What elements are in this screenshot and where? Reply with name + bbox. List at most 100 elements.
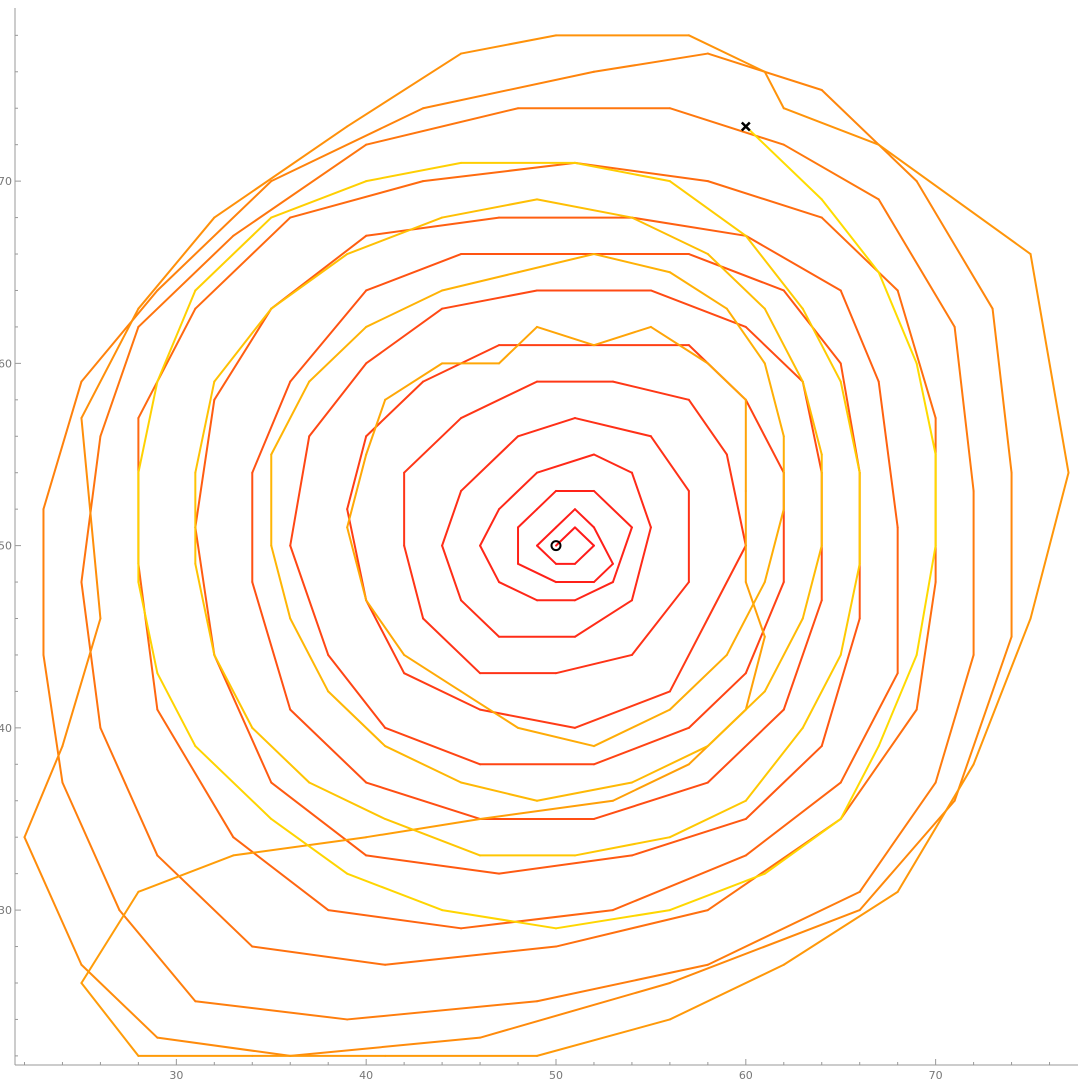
- path-segment: [877, 653, 918, 748]
- x-tick-label: 60: [739, 1069, 753, 1082]
- path-segment: [251, 945, 387, 966]
- path-segment: [346, 1000, 539, 1021]
- path-segment: [782, 890, 899, 966]
- path-segment: [611, 854, 747, 912]
- path-segment: [801, 307, 842, 383]
- path-segment: [270, 180, 368, 219]
- path-segment: [23, 836, 83, 966]
- path-segment: [877, 198, 956, 328]
- path-segment: [61, 781, 121, 912]
- path-segment: [668, 653, 728, 711]
- path-segment: [479, 981, 671, 1039]
- path-segment: [915, 362, 937, 456]
- path-segment: [80, 890, 140, 984]
- path-segment: [365, 107, 520, 146]
- path-segment: [744, 581, 785, 675]
- path-segment: [744, 781, 842, 857]
- path-segment: [80, 963, 159, 1039]
- path-segment: [403, 417, 463, 474]
- path-segment: [744, 234, 804, 310]
- y-tick-label: 70: [0, 175, 12, 188]
- path-segment: [384, 726, 482, 766]
- path-segment: [441, 909, 557, 930]
- path-segment: [706, 180, 823, 219]
- path-segment: [498, 325, 539, 365]
- path-segment: [554, 508, 576, 529]
- path-segment: [554, 909, 709, 948]
- path-segment: [194, 745, 273, 820]
- series-path-group: [23, 34, 1070, 1057]
- path-segment: [649, 435, 690, 492]
- path-segment: [611, 526, 633, 584]
- path-segment: [479, 544, 501, 584]
- path-segment: [517, 417, 576, 438]
- path-segment: [536, 526, 557, 547]
- path-segment: [592, 726, 690, 766]
- path-segment: [137, 854, 235, 893]
- path-segment: [270, 781, 368, 857]
- path-segment: [706, 690, 766, 748]
- path-segment: [536, 325, 595, 347]
- path-segment: [592, 453, 633, 474]
- path-segment: [536, 198, 633, 219]
- path-segment: [953, 635, 1013, 802]
- path-segment: [61, 617, 102, 748]
- path-segment: [365, 216, 501, 237]
- path-segment: [706, 708, 785, 784]
- path-segment: [156, 1036, 292, 1057]
- path-segment: [194, 216, 292, 310]
- path-segment: [403, 653, 463, 693]
- path-segment: [346, 526, 368, 602]
- path-segment: [706, 253, 766, 310]
- path-segment: [915, 544, 937, 656]
- x-tick-label: 30: [169, 1069, 183, 1082]
- path-segment: [517, 562, 557, 584]
- path-segment: [137, 581, 159, 675]
- path-segment: [839, 380, 861, 474]
- path-segment: [839, 672, 899, 784]
- path-segment: [194, 1000, 349, 1021]
- path-segment: [441, 289, 539, 310]
- path-segment: [649, 325, 709, 365]
- path-segment: [384, 745, 463, 784]
- path-segment: [801, 380, 823, 456]
- path-segment: [536, 963, 709, 1003]
- path-segment: [232, 836, 368, 857]
- path-segment: [365, 398, 387, 456]
- path-segment: [744, 726, 804, 802]
- path-segment: [422, 161, 576, 183]
- path-segment: [289, 708, 368, 784]
- path-segment: [801, 544, 823, 620]
- path-segment: [289, 544, 330, 656]
- path-segment: [820, 89, 918, 183]
- path-segment: [194, 398, 216, 529]
- path-segment: [365, 289, 444, 328]
- path-segment: [270, 544, 292, 620]
- path-segment: [365, 781, 482, 820]
- path-segment: [668, 799, 747, 839]
- path-segment: [630, 216, 709, 256]
- path-segment: [213, 307, 273, 383]
- path-segment: [687, 672, 747, 729]
- path-segment: [915, 581, 937, 711]
- path-segment: [744, 325, 804, 383]
- path-segment: [479, 508, 501, 547]
- chart-axes: 30 40 50 60 70 30 40 50 60 70: [0, 8, 1078, 1082]
- start-marker-circle: [550, 540, 562, 552]
- path-segment: [80, 981, 140, 1057]
- path-segment: [289, 180, 425, 219]
- path-segment: [706, 362, 747, 401]
- path-segment: [289, 1036, 482, 1057]
- path-segment: [460, 690, 520, 729]
- path-segment: [687, 253, 785, 292]
- path-markers: [550, 121, 751, 552]
- path-segment: [573, 508, 595, 529]
- path-segment: [877, 271, 918, 365]
- path-segment: [630, 471, 652, 529]
- path-segment: [630, 526, 652, 602]
- path-segment: [744, 234, 842, 292]
- path-segment: [536, 1018, 671, 1057]
- path-segment: [270, 817, 349, 875]
- path-segment: [289, 289, 368, 383]
